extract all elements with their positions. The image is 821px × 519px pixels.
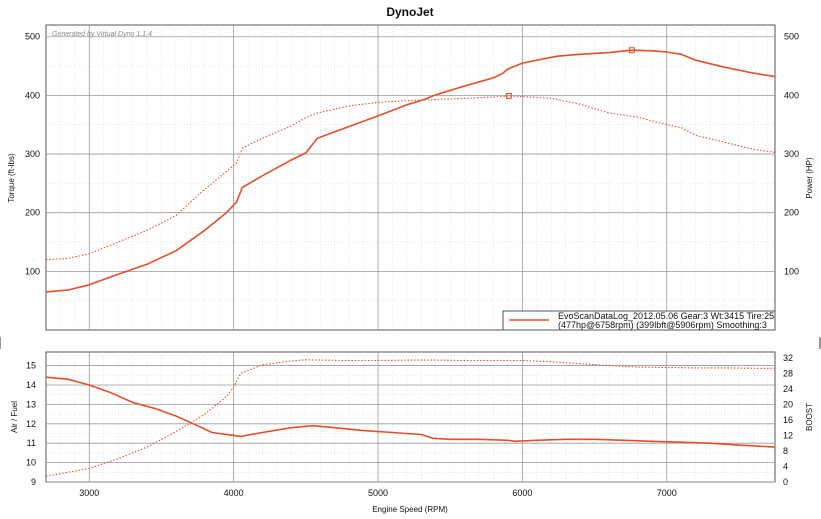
afr-tick-label: 11 [27, 438, 36, 448]
afr-tick-label: 9 [31, 477, 36, 487]
torque-tick-label: 100 [25, 266, 40, 276]
power-tick-label: 400 [784, 90, 799, 100]
power-peak-marker [628, 47, 635, 54]
power-tick-label: 100 [784, 266, 799, 276]
boost-tick-label: 4 [783, 461, 788, 471]
torque-tick-label: 500 [25, 32, 40, 42]
bottom-series-1-line [45, 359, 775, 477]
boost-tick-label: 16 [783, 415, 793, 425]
panel-separator [0, 337, 821, 349]
rpm-tick-label: 3000 [79, 488, 99, 498]
afr-tick-label: 10 [26, 458, 36, 468]
afr-axis-label: Air / Fuel [10, 401, 19, 433]
boost-tick-label: 28 [783, 368, 793, 378]
torque-tick-label: 300 [25, 149, 40, 159]
boost-tick-label: 32 [783, 353, 793, 363]
boost-axis-label: BOOST [805, 403, 814, 431]
legend: EvoScanDataLog_2012.05.06 Gear:3 Wt:3415… [502, 310, 776, 331]
boost-tick-label: 8 [783, 446, 788, 456]
rpm-tick-label: 7000 [657, 488, 677, 498]
top-series-1-line [45, 95, 776, 261]
watermark: Generated by Virtual Dyno 1.1.4 [52, 31, 152, 38]
rpm-axis-label: Engine Speed (RPM) [372, 505, 448, 514]
legend-box [502, 310, 776, 331]
power-axis-label: Power (HP) [805, 157, 814, 199]
power-tick-label: 200 [784, 208, 799, 218]
boost-tick-label: 24 [783, 384, 793, 394]
torque-axis-label: Torque (ft-lbs) [7, 153, 16, 203]
torque-tick-label: 400 [25, 90, 40, 100]
power-tick-label: 500 [784, 32, 799, 42]
torque-power-panel: Generated by Virtual Dyno 1.1.4 Torque (… [7, 24, 814, 331]
afr-tick-label: 12 [26, 419, 36, 429]
torque-peak-marker [505, 92, 512, 99]
boost-tick-label: 20 [783, 399, 793, 409]
bottom-series-0-line [45, 376, 776, 448]
legend-line1: EvoScanDataLog_2012.05.06 Gear:3 Wt:3415… [558, 311, 774, 321]
legend-line2: (477hp@6758rpm) (399lbft@5906rpm) Smooth… [558, 320, 767, 330]
power-tick-label: 300 [784, 149, 799, 159]
torque-tick-label: 200 [25, 208, 40, 218]
top-series-0-line [45, 49, 776, 293]
afr-tick-label: 14 [26, 380, 36, 390]
bottom-plot-area [45, 351, 776, 483]
chart-title: DynoJet [386, 5, 433, 19]
afr-tick-label: 15 [26, 361, 36, 371]
rpm-tick-label: 4000 [224, 488, 244, 498]
afr-tick-label: 13 [26, 399, 36, 409]
rpm-tick-label: 5000 [368, 488, 388, 498]
boost-tick-label: 12 [783, 430, 793, 440]
afr-boost-panel: Air / Fuel BOOST 9 10 11 12 13 14 15 0 4 8 12 16 20 2… [10, 351, 814, 514]
rpm-tick-label: 6000 [512, 488, 532, 498]
top-plot-area [45, 24, 776, 331]
boost-tick-label: 0 [783, 477, 788, 487]
